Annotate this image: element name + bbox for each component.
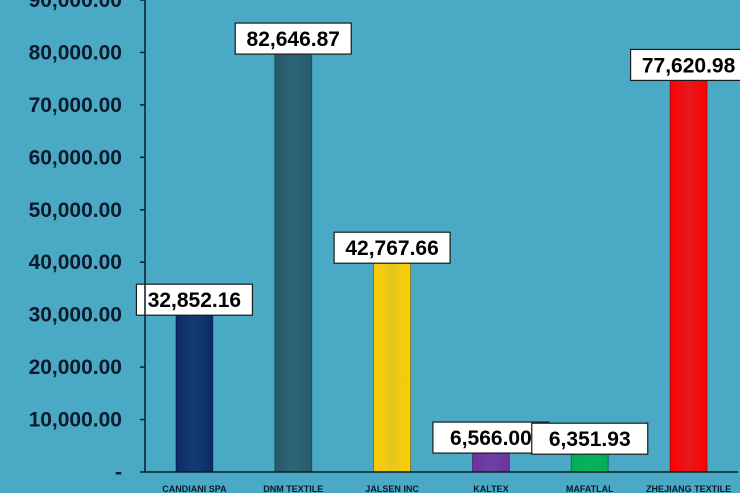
category-labels: CANDIANI SPA DNM TEXTILE JALSEN INC KALTEX M… <box>162 484 731 493</box>
y-tick-label: - <box>115 461 122 484</box>
data-label: 32,852.16 <box>148 289 241 312</box>
data-label-box <box>629 48 740 82</box>
data-label-box <box>333 231 451 264</box>
data-labels: 32,852.16 82,646.87 42,767.66 6,566.00 6,351… <box>135 22 740 455</box>
bar <box>373 247 412 473</box>
bar <box>274 38 313 473</box>
y-tick-label: 30,000.00 <box>29 304 122 327</box>
data-label-box <box>531 422 649 455</box>
y-tick-label: 90,000.00 <box>29 0 122 12</box>
y-tick-label: 40,000.00 <box>29 251 122 274</box>
data-label-box <box>135 283 254 316</box>
y-tick-label: 20,000.00 <box>29 356 122 379</box>
category-label: KALTEX <box>473 484 508 493</box>
category-label: MAFATLAL <box>566 484 614 493</box>
category-label: DNM TEXTILE <box>263 484 323 493</box>
bars <box>175 38 708 473</box>
data-label: 82,646.87 <box>247 28 340 51</box>
bar <box>175 299 214 473</box>
y-tick-label: 80,000.00 <box>29 41 122 64</box>
data-label: 6,351.93 <box>549 428 631 451</box>
y-tick-label: 50,000.00 <box>29 199 122 222</box>
data-label-box <box>234 22 352 55</box>
y-axis-ticks: - 10,000.00 20,000.00 30,000.00 40,000.00 50,… <box>29 0 145 484</box>
data-label: 77,620.98 <box>642 54 736 77</box>
category-label: CANDIANI SPA <box>162 484 227 493</box>
y-tick-label: 60,000.00 <box>29 146 122 169</box>
bar <box>669 64 708 473</box>
data-label-box <box>432 421 550 454</box>
category-label: ZHEJIANG TEXTILE <box>646 484 731 493</box>
data-label: 42,767.66 <box>345 237 438 260</box>
y-tick-label: 10,000.00 <box>29 409 122 432</box>
y-tick-label: 70,000.00 <box>29 94 122 117</box>
category-label: JALSEN INC <box>365 484 419 493</box>
data-label: 6,566.00 <box>450 427 532 450</box>
